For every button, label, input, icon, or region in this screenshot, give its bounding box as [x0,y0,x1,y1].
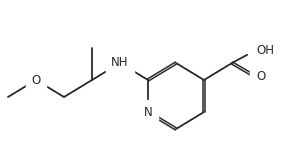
Text: OH: OH [256,44,274,57]
Text: O: O [256,70,265,84]
Text: O: O [31,74,41,87]
Text: NH: NH [111,57,129,69]
Text: N: N [144,105,152,118]
